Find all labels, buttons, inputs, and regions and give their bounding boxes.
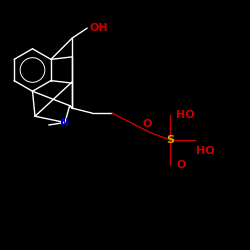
Text: HO: HO bbox=[196, 146, 215, 156]
Text: OH: OH bbox=[90, 23, 108, 33]
Text: O: O bbox=[143, 119, 152, 129]
Text: HO: HO bbox=[176, 110, 195, 120]
Text: N: N bbox=[60, 118, 70, 128]
Text: S: S bbox=[166, 135, 174, 145]
Text: O: O bbox=[176, 160, 186, 170]
